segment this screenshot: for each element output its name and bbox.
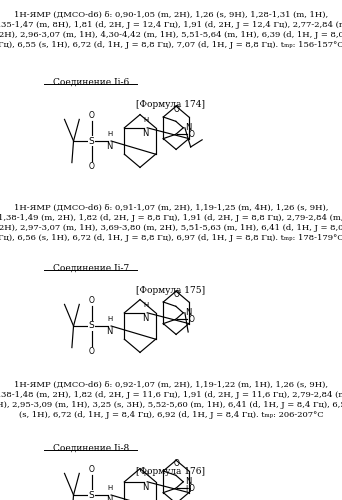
Text: S: S (89, 322, 94, 330)
Text: N: N (185, 124, 192, 132)
Text: O: O (89, 111, 94, 120)
Text: O: O (188, 130, 194, 139)
Text: Соединение Ii-6: Соединение Ii-6 (53, 78, 129, 87)
Text: [Формула 174]: [Формула 174] (136, 100, 206, 109)
Text: Соединение Ii-8: Соединение Ii-8 (53, 444, 129, 453)
Text: O: O (89, 296, 94, 305)
Text: N: N (106, 327, 113, 336)
Text: N: N (143, 129, 149, 138)
Text: O: O (174, 105, 180, 114)
Text: Соединение Ii-7: Соединение Ii-7 (53, 264, 129, 273)
Text: O: O (174, 459, 180, 468)
Text: N: N (106, 142, 113, 151)
Text: O: O (188, 315, 194, 324)
Text: [Формула 176]: [Формула 176] (136, 466, 206, 475)
Text: H: H (143, 472, 148, 478)
Text: N: N (185, 478, 192, 486)
Text: H: H (143, 302, 148, 308)
Text: H: H (107, 484, 112, 490)
Text: O: O (89, 347, 94, 356)
Text: O: O (188, 484, 194, 493)
Text: S: S (89, 136, 94, 145)
Text: H: H (186, 486, 192, 494)
Text: N: N (106, 496, 113, 500)
Text: N: N (143, 483, 149, 492)
Text: H: H (107, 130, 112, 136)
Text: O: O (89, 465, 94, 474)
Text: [Формула 175]: [Формула 175] (136, 286, 206, 295)
Text: H: H (143, 118, 148, 124)
Text: S: S (89, 490, 94, 500)
Text: 1H-ЯМР (ДМСО-d6) δ: 0,90-1,05 (m, 2H), 1,26 (s, 9H), 1,28-1,31 (m, 1H),
1,35-1,4: 1H-ЯМР (ДМСО-d6) δ: 0,90-1,05 (m, 2H), 1… (0, 11, 342, 50)
Text: N: N (143, 314, 149, 323)
Text: 1H-ЯМР (ДМСО-d6) δ: 0,92-1,07 (m, 2H), 1,19-1,22 (m, 1H), 1,26 (s, 9H),
1,38-1,4: 1H-ЯМР (ДМСО-d6) δ: 0,92-1,07 (m, 2H), 1… (0, 381, 342, 420)
Text: N: N (185, 308, 192, 318)
Text: O: O (174, 290, 180, 299)
Text: O: O (89, 162, 94, 171)
Text: H: H (107, 316, 112, 322)
Text: 1H-ЯМР (ДМСО-d6) δ: 0,91-1,07 (m, 2H), 1,19-1,25 (m, 4H), 1,26 (s, 9H),
1,38-1,4: 1H-ЯМР (ДМСО-d6) δ: 0,91-1,07 (m, 2H), 1… (0, 204, 342, 242)
